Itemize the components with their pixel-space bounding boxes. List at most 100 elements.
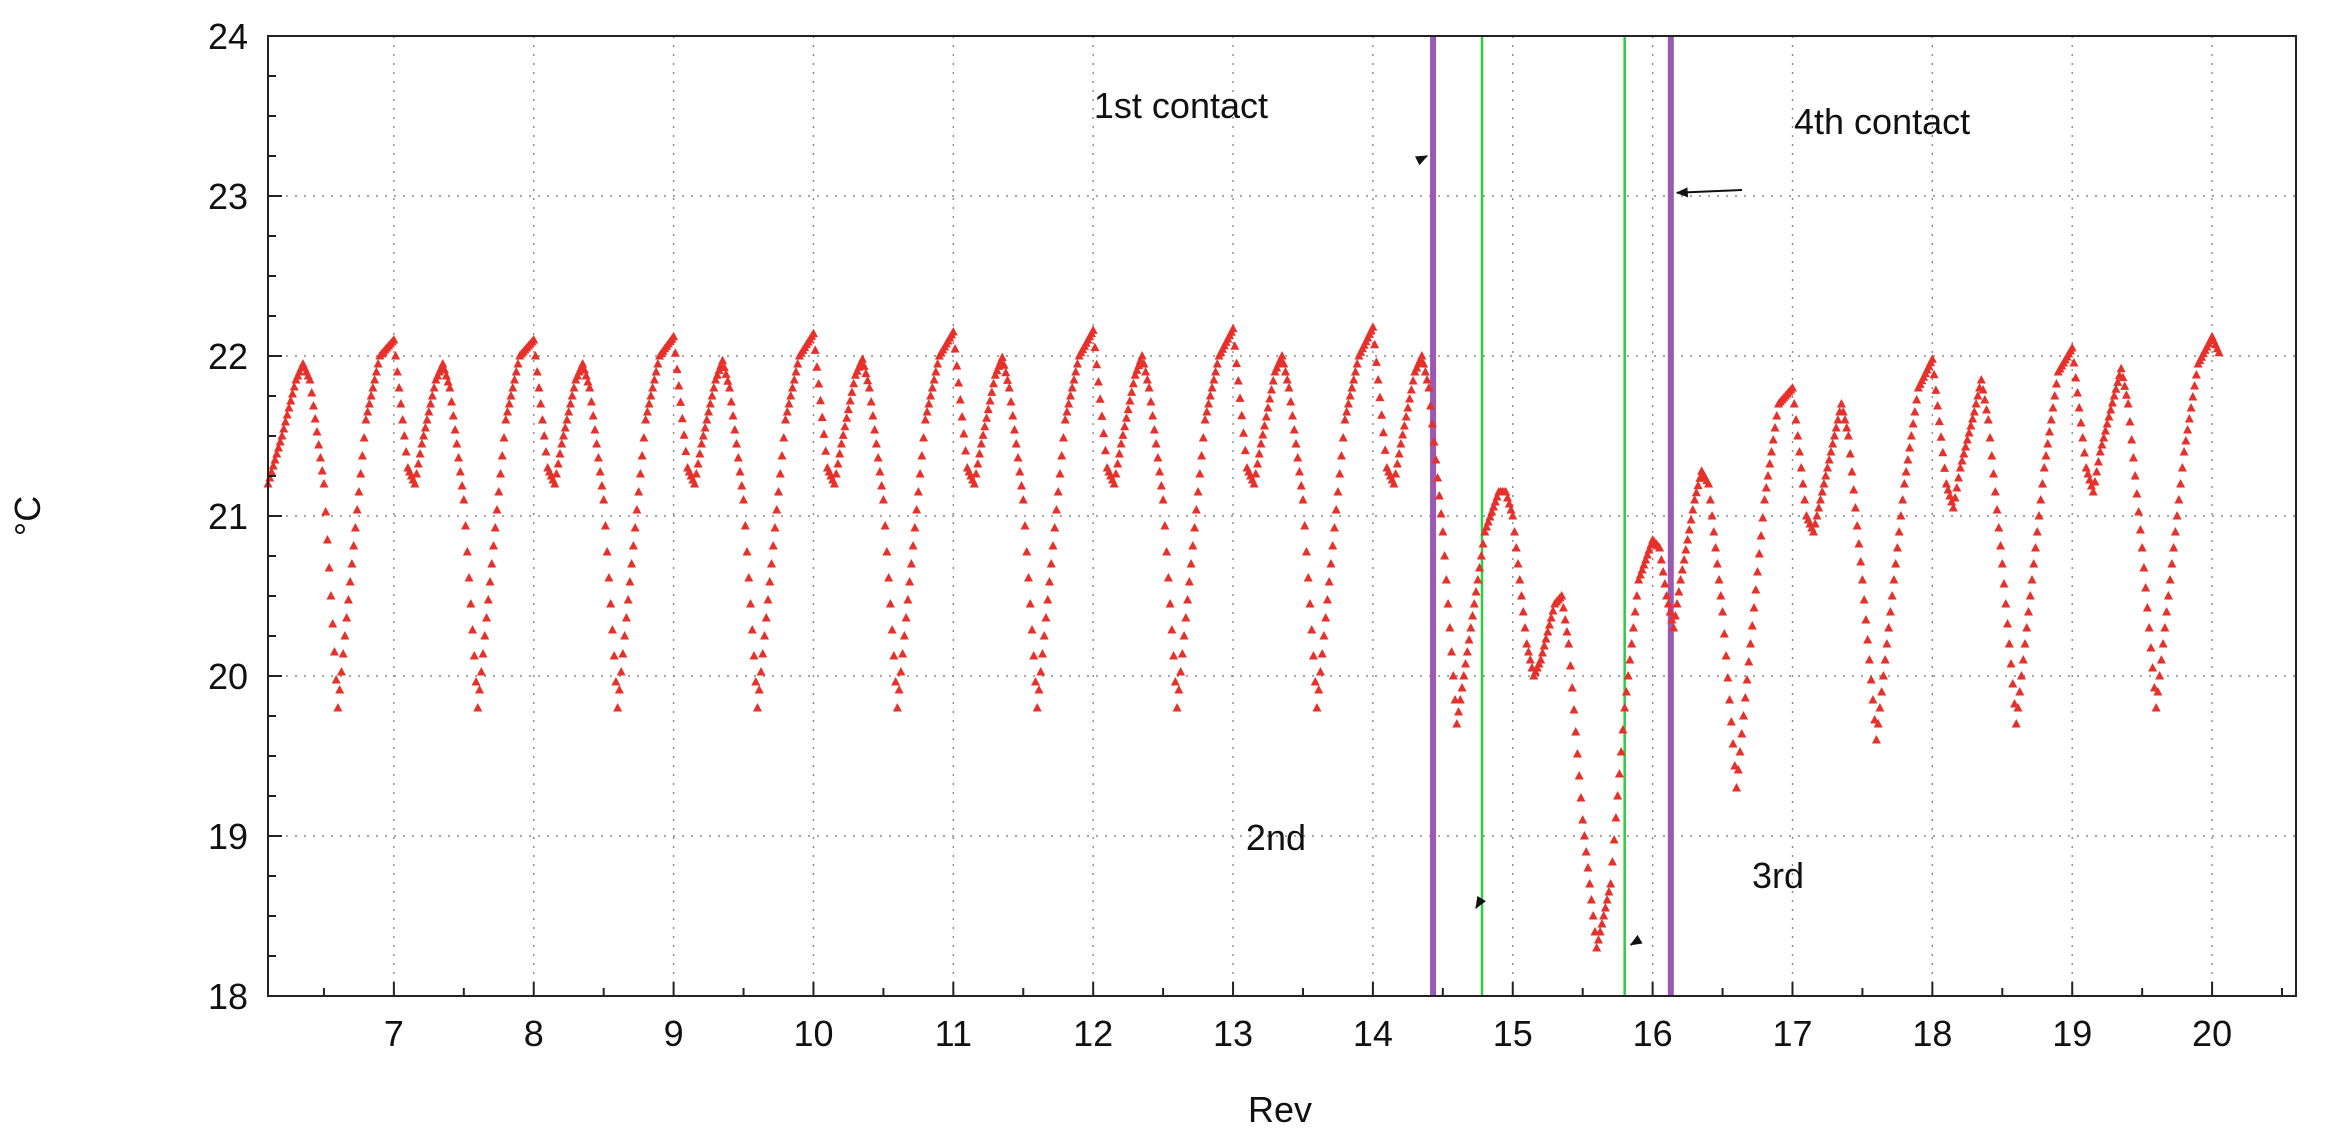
data-point — [2162, 607, 2172, 616]
data-point — [565, 399, 575, 408]
data-point — [475, 685, 485, 694]
data-point — [1314, 685, 1324, 694]
data-point — [422, 415, 432, 424]
data-point — [1840, 415, 1850, 424]
data-point — [1630, 607, 1640, 616]
data-point — [1912, 395, 1922, 404]
data-point — [1003, 375, 1013, 384]
data-point — [1452, 719, 1462, 728]
data-point — [490, 523, 500, 532]
data-point — [1197, 451, 1207, 460]
data-point — [1018, 495, 1028, 504]
data-point — [980, 421, 990, 431]
data-point — [2090, 477, 2100, 486]
data-point — [1440, 551, 1450, 560]
data-point — [873, 453, 883, 462]
data-point — [1417, 351, 1427, 360]
data-point — [849, 378, 859, 388]
data-point — [1300, 521, 1310, 530]
data-point — [1628, 623, 1638, 632]
data-point — [1139, 359, 1149, 368]
data-point — [814, 379, 824, 388]
data-point — [2106, 405, 2116, 414]
data-point — [1099, 428, 1109, 438]
x-tick-label: 11 — [935, 1013, 972, 1054]
data-point — [536, 399, 546, 408]
data-point — [600, 521, 610, 530]
data-point — [1800, 495, 1810, 504]
data-point — [2169, 543, 2179, 552]
data-point — [1431, 455, 1441, 464]
data-point — [885, 599, 895, 608]
data-point — [1167, 625, 1177, 634]
data-point — [1322, 595, 1332, 604]
data-point — [1141, 367, 1151, 376]
data-point — [2079, 448, 2089, 457]
data-point — [1607, 857, 1617, 866]
data-point — [1878, 671, 1888, 680]
data-point — [927, 383, 937, 392]
data-point — [1565, 661, 1575, 670]
data-point — [2004, 639, 2014, 648]
data-point — [1008, 411, 1018, 420]
data-point — [1583, 863, 1593, 872]
data-point — [496, 469, 506, 478]
data-point — [1114, 449, 1124, 458]
data-point — [1866, 675, 1876, 684]
x-tick-label: 10 — [793, 1013, 833, 1054]
data-point — [1793, 431, 1803, 440]
data-point — [1543, 627, 1553, 636]
data-point — [812, 362, 822, 371]
data-point — [919, 433, 929, 442]
data-point — [2139, 563, 2149, 572]
data-point — [754, 685, 764, 694]
data-point — [2155, 671, 2165, 680]
data-point — [373, 359, 383, 368]
data-point — [1072, 359, 1082, 368]
data-point — [1515, 575, 1525, 584]
data-point — [2123, 399, 2133, 408]
data-point — [1457, 683, 1467, 692]
data-point — [468, 625, 478, 634]
data-point — [308, 401, 318, 410]
data-point — [413, 459, 423, 468]
data-point — [1684, 525, 1694, 534]
data-point — [1235, 393, 1245, 402]
data-point — [1714, 575, 1724, 584]
data-point — [782, 407, 792, 416]
data-point — [1896, 511, 1906, 520]
data-point — [838, 430, 848, 439]
data-point — [1277, 351, 1287, 360]
data-point — [1620, 703, 1630, 712]
data-point — [532, 367, 542, 376]
data-point — [836, 439, 846, 448]
data-point — [1347, 383, 1357, 392]
data-point — [1822, 463, 1832, 472]
data-point — [557, 439, 567, 448]
data-point — [698, 431, 708, 440]
data-point — [609, 651, 619, 660]
data-point — [971, 469, 981, 478]
data-point — [2076, 418, 2086, 427]
data-point — [1824, 455, 1834, 464]
data-point — [1716, 591, 1726, 600]
data-point — [287, 389, 297, 398]
data-point — [2078, 433, 2088, 442]
data-point — [2011, 719, 2021, 728]
data-point — [870, 425, 880, 434]
data-point — [315, 453, 325, 462]
data-point — [1375, 392, 1385, 402]
y-tick-label: 19 — [208, 816, 248, 857]
data-point — [1826, 447, 1836, 456]
data-point — [761, 613, 771, 622]
data-point — [1298, 495, 1308, 504]
data-point — [410, 479, 420, 488]
data-point — [1735, 747, 1745, 756]
data-point — [1639, 560, 1649, 569]
data-point — [1044, 577, 1054, 586]
data-point — [1613, 791, 1623, 800]
data-point — [1627, 639, 1637, 648]
data-point — [399, 431, 409, 440]
data-point — [1843, 431, 1853, 440]
data-point — [2051, 379, 2061, 388]
